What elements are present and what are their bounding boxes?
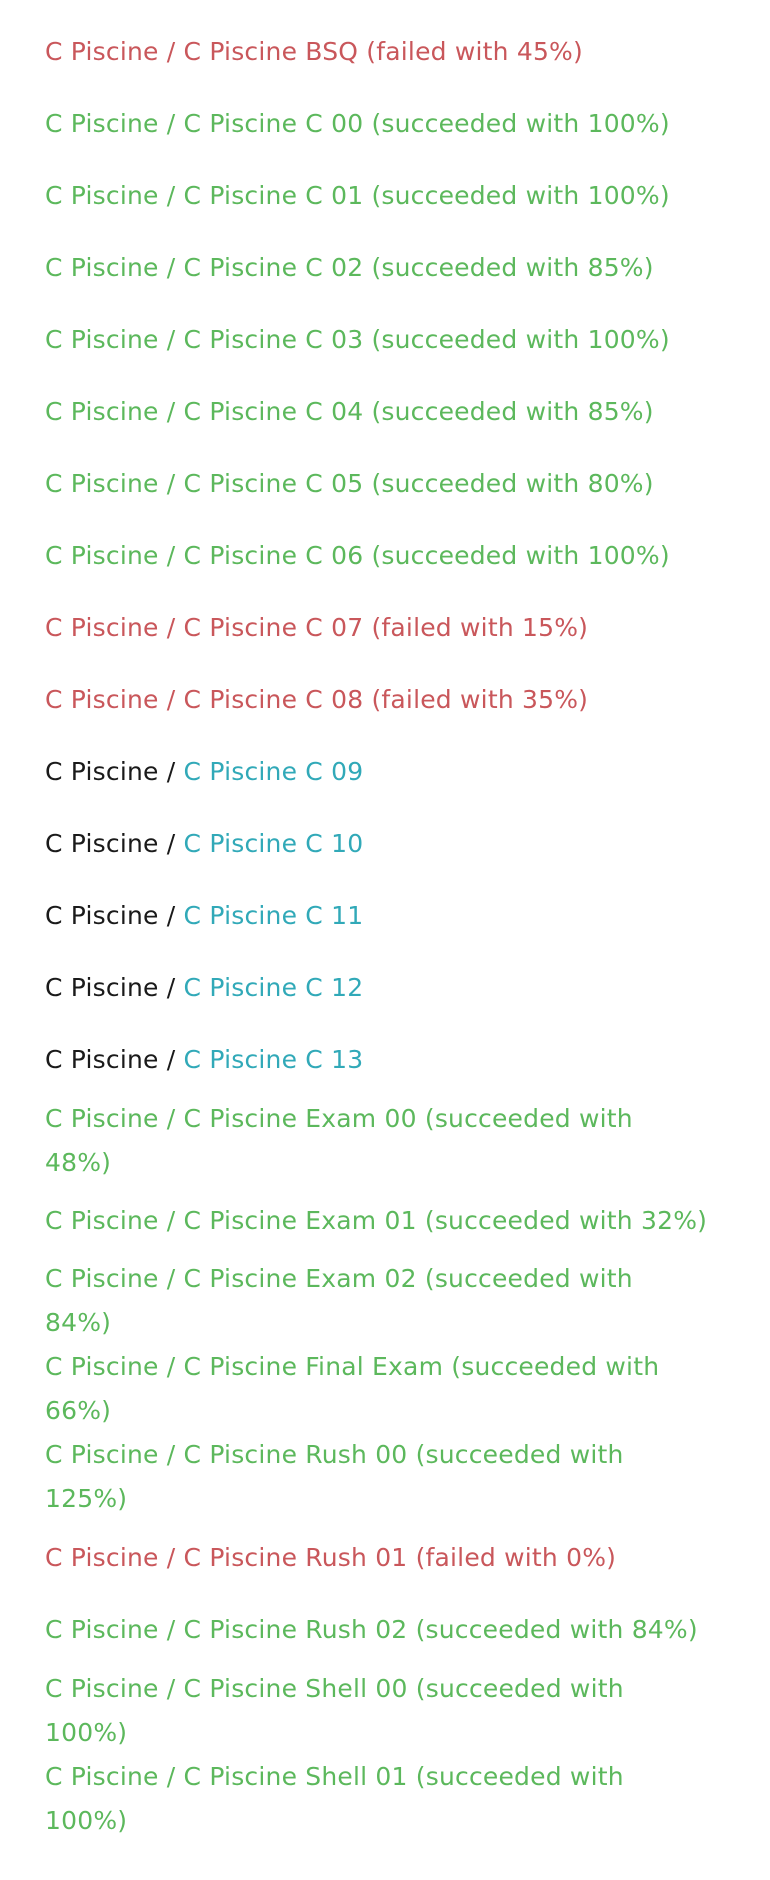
project-status-text[interactable]: C Piscine / C Piscine Exam 02 (succeeded… — [45, 1264, 633, 1337]
project-status-text[interactable]: C Piscine / C Piscine C 02 (succeeded wi… — [45, 253, 654, 282]
project-status-text[interactable]: C Piscine / C Piscine C 03 (succeeded wi… — [45, 325, 670, 354]
project-item[interactable]: C Piscine / C Piscine Exam 02 (succeeded… — [45, 1257, 665, 1345]
project-prefix: C Piscine / — [45, 901, 184, 930]
project-item[interactable]: C Piscine / C Piscine C 00 (succeeded wi… — [45, 102, 725, 146]
project-prefix: C Piscine / — [45, 829, 184, 858]
project-item[interactable]: C Piscine / C Piscine BSQ (failed with 4… — [45, 30, 725, 74]
project-item[interactable]: C Piscine / C Piscine Final Exam (succee… — [45, 1345, 665, 1433]
project-status-text[interactable]: C Piscine / C Piscine C 04 (succeeded wi… — [45, 397, 654, 426]
project-item: C Piscine / C Piscine C 13 — [45, 1038, 725, 1082]
project-status-text[interactable]: C Piscine / C Piscine Exam 00 (succeeded… — [45, 1104, 633, 1177]
project-status-text[interactable]: C Piscine / C Piscine Shell 01 (succeede… — [45, 1762, 624, 1835]
project-item[interactable]: C Piscine / C Piscine Rush 01 (failed wi… — [45, 1536, 725, 1580]
project-item[interactable]: C Piscine / C Piscine Rush 02 (succeeded… — [45, 1608, 725, 1652]
project-status-text[interactable]: C Piscine / C Piscine C 00 (succeeded wi… — [45, 109, 670, 138]
project-item: C Piscine / C Piscine C 09 — [45, 750, 725, 794]
project-status-text[interactable]: C Piscine / C Piscine Shell 00 (succeede… — [45, 1674, 624, 1747]
project-prefix: C Piscine / — [45, 1045, 184, 1074]
project-prefix: C Piscine / — [45, 973, 184, 1002]
project-status-text[interactable]: C Piscine / C Piscine C 07 (failed with … — [45, 613, 589, 642]
project-status-text[interactable]: C Piscine / C Piscine Rush 00 (succeeded… — [45, 1440, 624, 1513]
project-item[interactable]: C Piscine / C Piscine Rush 00 (succeeded… — [45, 1433, 665, 1521]
project-status-text[interactable]: C Piscine / C Piscine C 01 (succeeded wi… — [45, 181, 670, 210]
project-item[interactable]: C Piscine / C Piscine Exam 01 (succeeded… — [45, 1199, 725, 1243]
project-link[interactable]: C Piscine C 10 — [183, 829, 364, 858]
project-item[interactable]: C Piscine / C Piscine C 06 (succeeded wi… — [45, 534, 725, 578]
project-link[interactable]: C Piscine C 13 — [183, 1045, 364, 1074]
project-item: C Piscine / C Piscine C 12 — [45, 966, 725, 1010]
project-status-text[interactable]: C Piscine / C Piscine Rush 02 (succeeded… — [45, 1615, 698, 1644]
project-status-text[interactable]: C Piscine / C Piscine Rush 01 (failed wi… — [45, 1543, 617, 1572]
project-status-text[interactable]: C Piscine / C Piscine C 06 (succeeded wi… — [45, 541, 670, 570]
project-link[interactable]: C Piscine C 12 — [183, 973, 364, 1002]
project-item[interactable]: C Piscine / C Piscine C 08 (failed with … — [45, 678, 725, 722]
project-item[interactable]: C Piscine / C Piscine C 04 (succeeded wi… — [45, 390, 725, 434]
project-item: C Piscine / C Piscine C 10 — [45, 822, 725, 866]
project-item[interactable]: C Piscine / C Piscine C 07 (failed with … — [45, 606, 725, 650]
project-link[interactable]: C Piscine C 09 — [183, 757, 364, 786]
project-prefix: C Piscine / — [45, 757, 184, 786]
project-status-text[interactable]: C Piscine / C Piscine C 05 (succeeded wi… — [45, 469, 654, 498]
project-item[interactable]: C Piscine / C Piscine C 02 (succeeded wi… — [45, 246, 725, 290]
project-link[interactable]: C Piscine C 11 — [183, 901, 364, 930]
project-item[interactable]: C Piscine / C Piscine C 01 (succeeded wi… — [45, 174, 725, 218]
project-status-text[interactable]: C Piscine / C Piscine BSQ (failed with 4… — [45, 37, 583, 66]
project-item[interactable]: C Piscine / C Piscine C 05 (succeeded wi… — [45, 462, 725, 506]
project-status-text[interactable]: C Piscine / C Piscine C 08 (failed with … — [45, 685, 589, 714]
project-status-text[interactable]: C Piscine / C Piscine Final Exam (succee… — [45, 1352, 660, 1425]
project-status-text[interactable]: C Piscine / C Piscine Exam 01 (succeeded… — [45, 1206, 708, 1235]
project-item[interactable]: C Piscine / C Piscine Shell 01 (succeede… — [45, 1755, 665, 1843]
project-item[interactable]: C Piscine / C Piscine C 03 (succeeded wi… — [45, 318, 725, 362]
project-item: C Piscine / C Piscine C 11 — [45, 894, 725, 938]
project-item[interactable]: C Piscine / C Piscine Exam 00 (succeeded… — [45, 1097, 665, 1185]
project-item[interactable]: C Piscine / C Piscine Shell 00 (succeede… — [45, 1667, 665, 1755]
